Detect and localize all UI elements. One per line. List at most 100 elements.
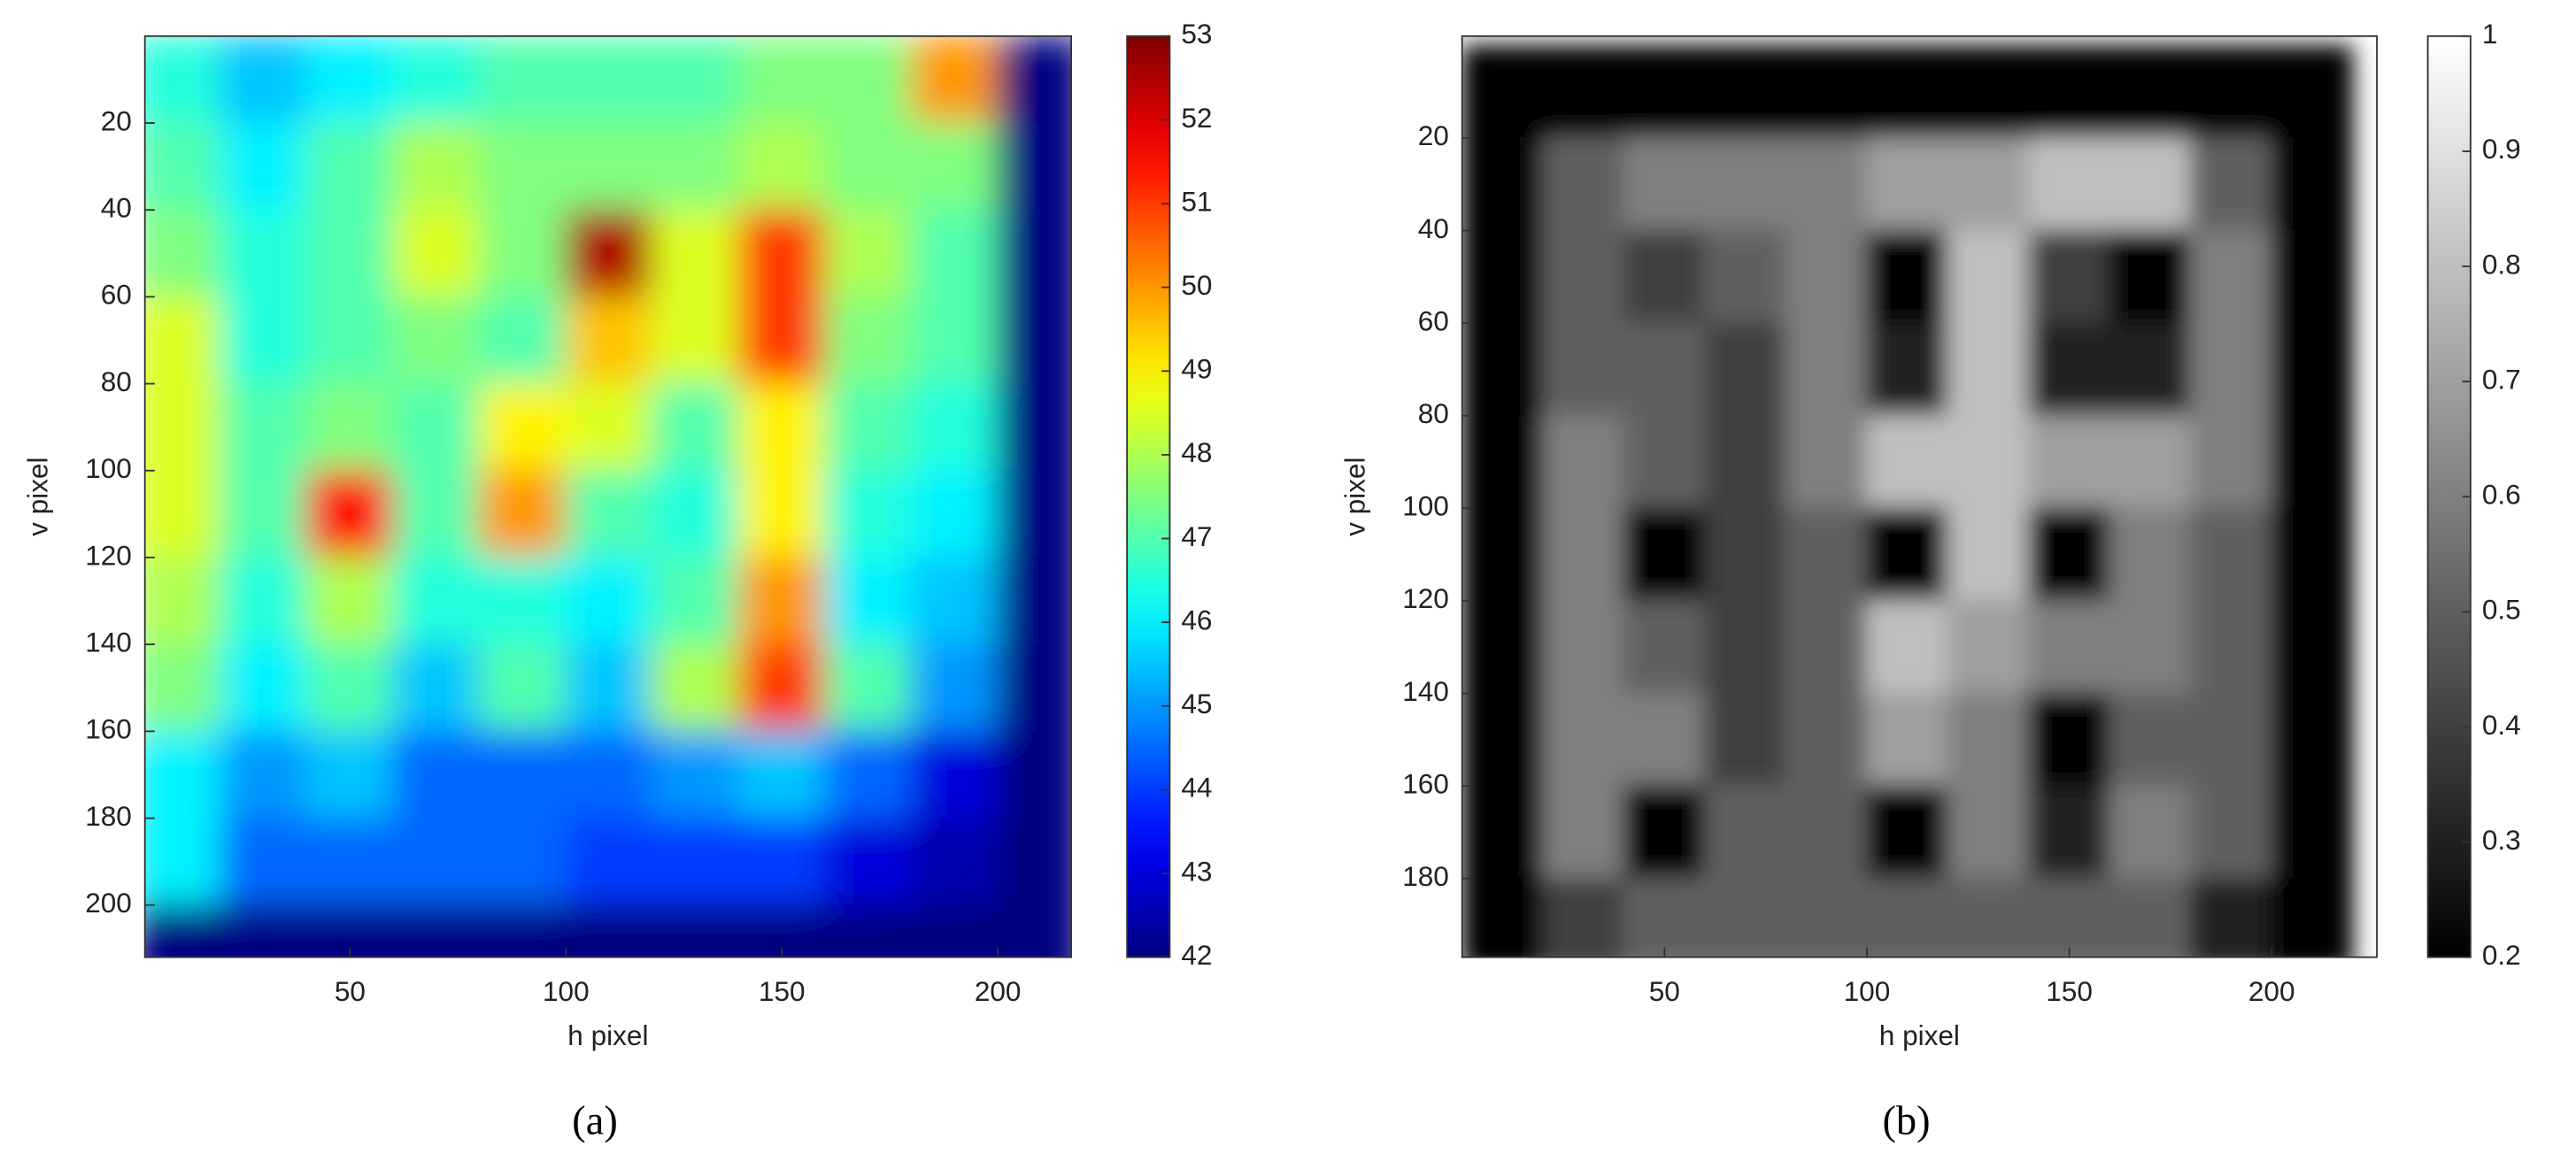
cell [2271, 414, 2354, 510]
cell [565, 35, 653, 124]
cell [997, 904, 1072, 958]
colorbar-tick-label: 0.8 [2482, 248, 2521, 280]
cell [144, 730, 221, 819]
colorbar-tick-label: 47 [1181, 520, 1212, 552]
y-tick-label: 40 [1418, 212, 1449, 244]
colorbar-tick-label: 46 [1181, 604, 1212, 636]
cell [2109, 44, 2192, 139]
cell [1542, 322, 1625, 417]
cell [305, 122, 395, 211]
y-tick-label: 200 [85, 887, 132, 919]
cell [997, 209, 1072, 298]
cell [144, 469, 221, 558]
cell [2027, 414, 2111, 510]
cell [910, 122, 999, 211]
cell [2189, 507, 2273, 602]
cell [2109, 599, 2192, 695]
cell [737, 122, 826, 211]
cell [2189, 414, 2273, 510]
y-tick-label: 120 [85, 539, 132, 571]
cell [565, 209, 653, 298]
cell [2189, 692, 2273, 788]
cell [220, 904, 308, 958]
cell [220, 469, 308, 558]
cell [565, 817, 653, 906]
cell [1947, 322, 2030, 417]
cell [1542, 414, 1625, 510]
cell [910, 469, 999, 558]
cell [737, 382, 826, 472]
cell [824, 122, 913, 211]
cell [1947, 414, 2030, 510]
colorbar-tick-label: 42 [1181, 939, 1212, 971]
cell [144, 904, 221, 958]
cell [2027, 785, 2111, 880]
cell [997, 557, 1072, 646]
cell [824, 730, 913, 819]
cell [305, 209, 395, 298]
y-tick-label: 100 [1402, 490, 1449, 522]
heatmap [144, 35, 1072, 958]
cell [392, 730, 481, 819]
y-tick-label: 140 [85, 626, 132, 658]
cell [2109, 322, 2192, 417]
cell [1462, 414, 1545, 510]
cell [305, 557, 395, 646]
cell [910, 643, 999, 733]
cell [1542, 507, 1625, 602]
cell [2271, 322, 2354, 417]
cell [1866, 599, 1949, 695]
cell [144, 643, 221, 733]
cell [1866, 785, 1949, 880]
cell [2271, 877, 2354, 958]
cell [737, 469, 826, 558]
cell [1866, 322, 1949, 417]
y-tick-label: 60 [1418, 304, 1449, 336]
cell [1866, 877, 1949, 958]
cell [2189, 322, 2273, 417]
cell [1704, 414, 1787, 510]
cell [1462, 877, 1545, 958]
cell [2189, 229, 2273, 325]
x-axis-label: h pixel [567, 1019, 648, 1051]
cell [1623, 692, 1706, 788]
cell [1462, 136, 1545, 232]
colorbar-tick-label: 44 [1181, 772, 1212, 804]
cell [1785, 507, 1868, 602]
cell [305, 730, 395, 819]
cell [651, 122, 740, 211]
cell [478, 557, 567, 646]
colorbar-tick-label: 53 [1181, 18, 1212, 50]
x-tick-label: 150 [2046, 975, 2093, 1007]
cell [651, 382, 740, 472]
cell [2027, 692, 2111, 788]
cell [1785, 136, 1868, 232]
cell [392, 209, 481, 298]
cell [824, 296, 913, 385]
y-tick-label: 80 [1418, 397, 1449, 429]
cell [1623, 877, 1706, 958]
cell [2027, 877, 2111, 958]
x-axis-label: h pixel [1879, 1019, 1960, 1051]
cell [824, 469, 913, 558]
cell [737, 730, 826, 819]
cell [1623, 414, 1706, 510]
cell [2109, 229, 2192, 325]
caption: (b) [1882, 1099, 1930, 1144]
cell [2271, 785, 2354, 880]
cell [651, 904, 740, 958]
y-tick-label: 20 [1418, 119, 1449, 151]
cell [1947, 44, 2030, 139]
cell [1785, 692, 1868, 788]
y-tick-label: 160 [1402, 767, 1449, 799]
cell [910, 730, 999, 819]
cell [565, 382, 653, 472]
cell [2027, 599, 2111, 695]
cell [1623, 322, 1706, 417]
cell [2189, 136, 2273, 232]
cell [1704, 785, 1787, 880]
cell [651, 35, 740, 124]
colorbar-tick-label: 51 [1181, 185, 1212, 217]
cell [1623, 229, 1706, 325]
